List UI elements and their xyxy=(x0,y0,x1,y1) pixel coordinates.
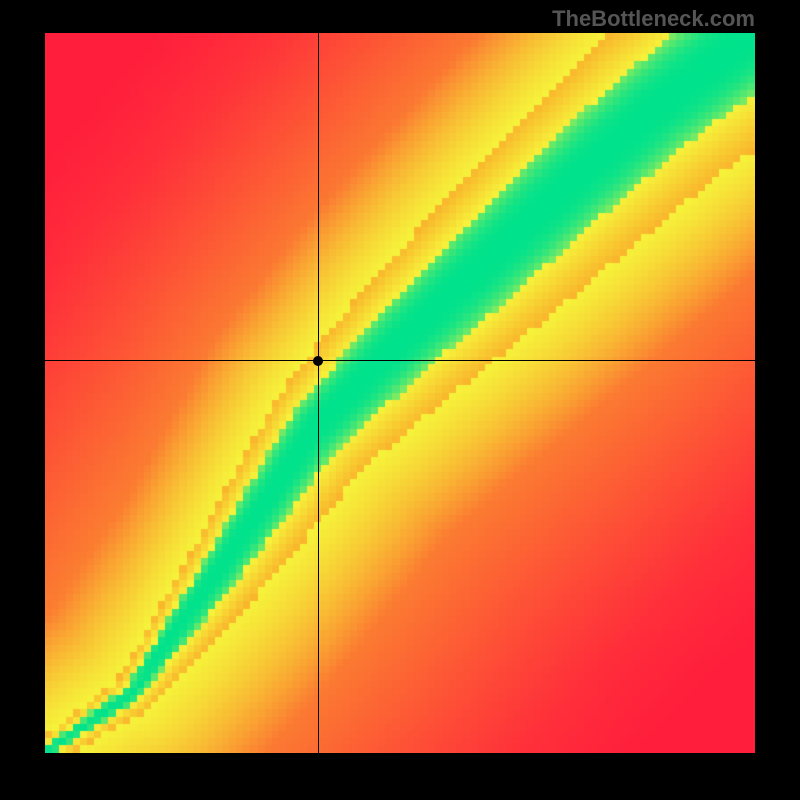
watermark-text: TheBottleneck.com xyxy=(552,6,755,32)
crosshair-vertical xyxy=(318,33,319,753)
bottleneck-heatmap xyxy=(45,33,755,753)
heatmap-canvas xyxy=(45,33,755,753)
selection-marker xyxy=(313,356,323,366)
crosshair-horizontal xyxy=(45,360,755,361)
